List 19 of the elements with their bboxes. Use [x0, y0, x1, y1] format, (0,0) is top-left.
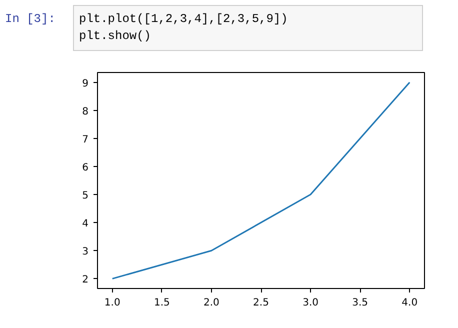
y-tick-label: 7: [82, 134, 89, 146]
line-series: [112, 82, 410, 280]
y-tick-label: 3: [82, 246, 89, 258]
x-tick-label: 1.5: [154, 298, 170, 308]
x-tick-label: 3.0: [302, 298, 318, 308]
x-tick-label: 3.5: [352, 298, 368, 308]
text: plt.plot([1,2,3,4],[2,3,5,9]): [79, 12, 288, 26]
text: plt.show(): [79, 29, 152, 44]
y-tick-label: 8: [82, 106, 89, 118]
x-tick-label: 4.0: [402, 298, 418, 308]
x-tick-label: 2.0: [204, 298, 220, 308]
y-tick-label: 5: [82, 190, 89, 202]
x-tick-label: 2.5: [253, 298, 269, 308]
text: In [3]:: [5, 11, 56, 28]
y-tick-label: 9: [82, 78, 89, 90]
y-tick-label: 4: [82, 218, 89, 230]
y-tick-label: 6: [82, 162, 89, 174]
y-tick-label: 2: [82, 274, 89, 286]
x-tick-label: 1.0: [104, 298, 120, 308]
